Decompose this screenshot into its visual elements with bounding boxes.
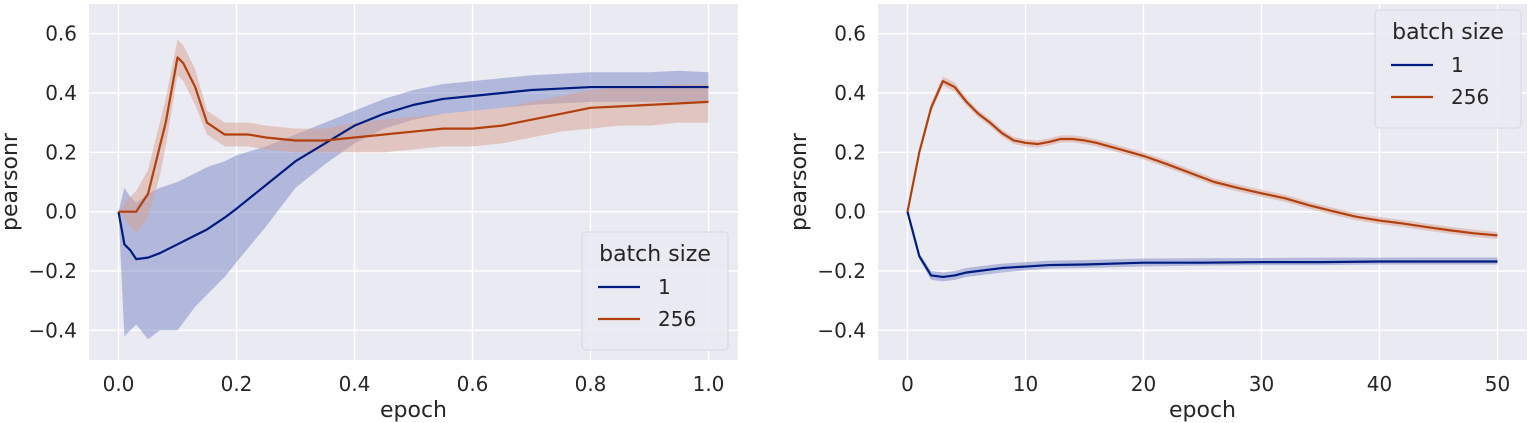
y-tick-label: 0.6 <box>45 22 77 46</box>
y-tick-label: 0.2 <box>45 140 77 164</box>
plot-area <box>906 76 1498 282</box>
y-tick-label: 0.0 <box>834 200 866 224</box>
y-axis-label: pearsonr <box>787 132 812 231</box>
x-axis-label: epoch <box>1169 398 1236 423</box>
chart-panel-2: 0 10 20 30 40 50 −0.4 −0.2 0.0 0.2 0.4 0.6 epoch pear… <box>787 4 1527 423</box>
x-axis-label: epoch <box>380 398 447 423</box>
series-line-1 <box>906 211 1498 279</box>
chart-panel-1: 0.0 0.2 0.4 0.6 0.8 1.0 −0.4 −0.2 0.0 0.2 0.4 0.6 ep… <box>0 4 738 423</box>
y-tick-label: 0.6 <box>834 22 866 46</box>
legend-entry: 256 <box>658 307 696 331</box>
x-tick-label: 0.6 <box>457 372 489 396</box>
x-tick-label: 10 <box>1013 372 1038 396</box>
x-tick-label: 40 <box>1367 372 1392 396</box>
series-line-256 <box>906 80 1498 237</box>
y-tick-label: 0.2 <box>834 140 866 164</box>
x-tick-label: 1.0 <box>693 372 725 396</box>
x-tick-label: 0.8 <box>575 372 607 396</box>
legend-entry: 1 <box>1451 53 1464 77</box>
confidence-band-256 <box>118 39 709 233</box>
y-tick-label: 0.4 <box>834 81 866 105</box>
x-tick-label: 20 <box>1131 372 1156 396</box>
x-tick-label: 0 <box>901 372 914 396</box>
legend-entry: 1 <box>658 275 671 299</box>
x-tick-label: 0.2 <box>221 372 253 396</box>
x-tick-label: 50 <box>1485 372 1510 396</box>
legend-box <box>581 231 729 351</box>
y-tick-label: −0.4 <box>817 318 866 342</box>
legend-box <box>1374 9 1522 129</box>
x-tick-label: 0.0 <box>103 372 135 396</box>
series-line-1 <box>117 85 709 261</box>
y-tick-label: −0.4 <box>28 318 77 342</box>
series-line-256 <box>118 56 709 213</box>
legend-entry: 256 <box>1451 85 1489 109</box>
x-tick-label: 0.4 <box>339 372 371 396</box>
legend-title: batch size <box>599 242 711 267</box>
legend: batch size 1 256 <box>1374 9 1522 129</box>
y-axis-label: pearsonr <box>0 132 23 231</box>
legend-title: batch size <box>1392 20 1504 45</box>
y-tick-label: −0.2 <box>817 259 866 283</box>
y-tick-label: 0.0 <box>45 200 77 224</box>
legend: batch size 1 256 <box>581 231 729 351</box>
x-tick-label: 30 <box>1249 372 1274 396</box>
y-tick-label: −0.2 <box>28 259 77 283</box>
y-tick-label: 0.4 <box>45 81 77 105</box>
plot-area <box>117 39 709 340</box>
